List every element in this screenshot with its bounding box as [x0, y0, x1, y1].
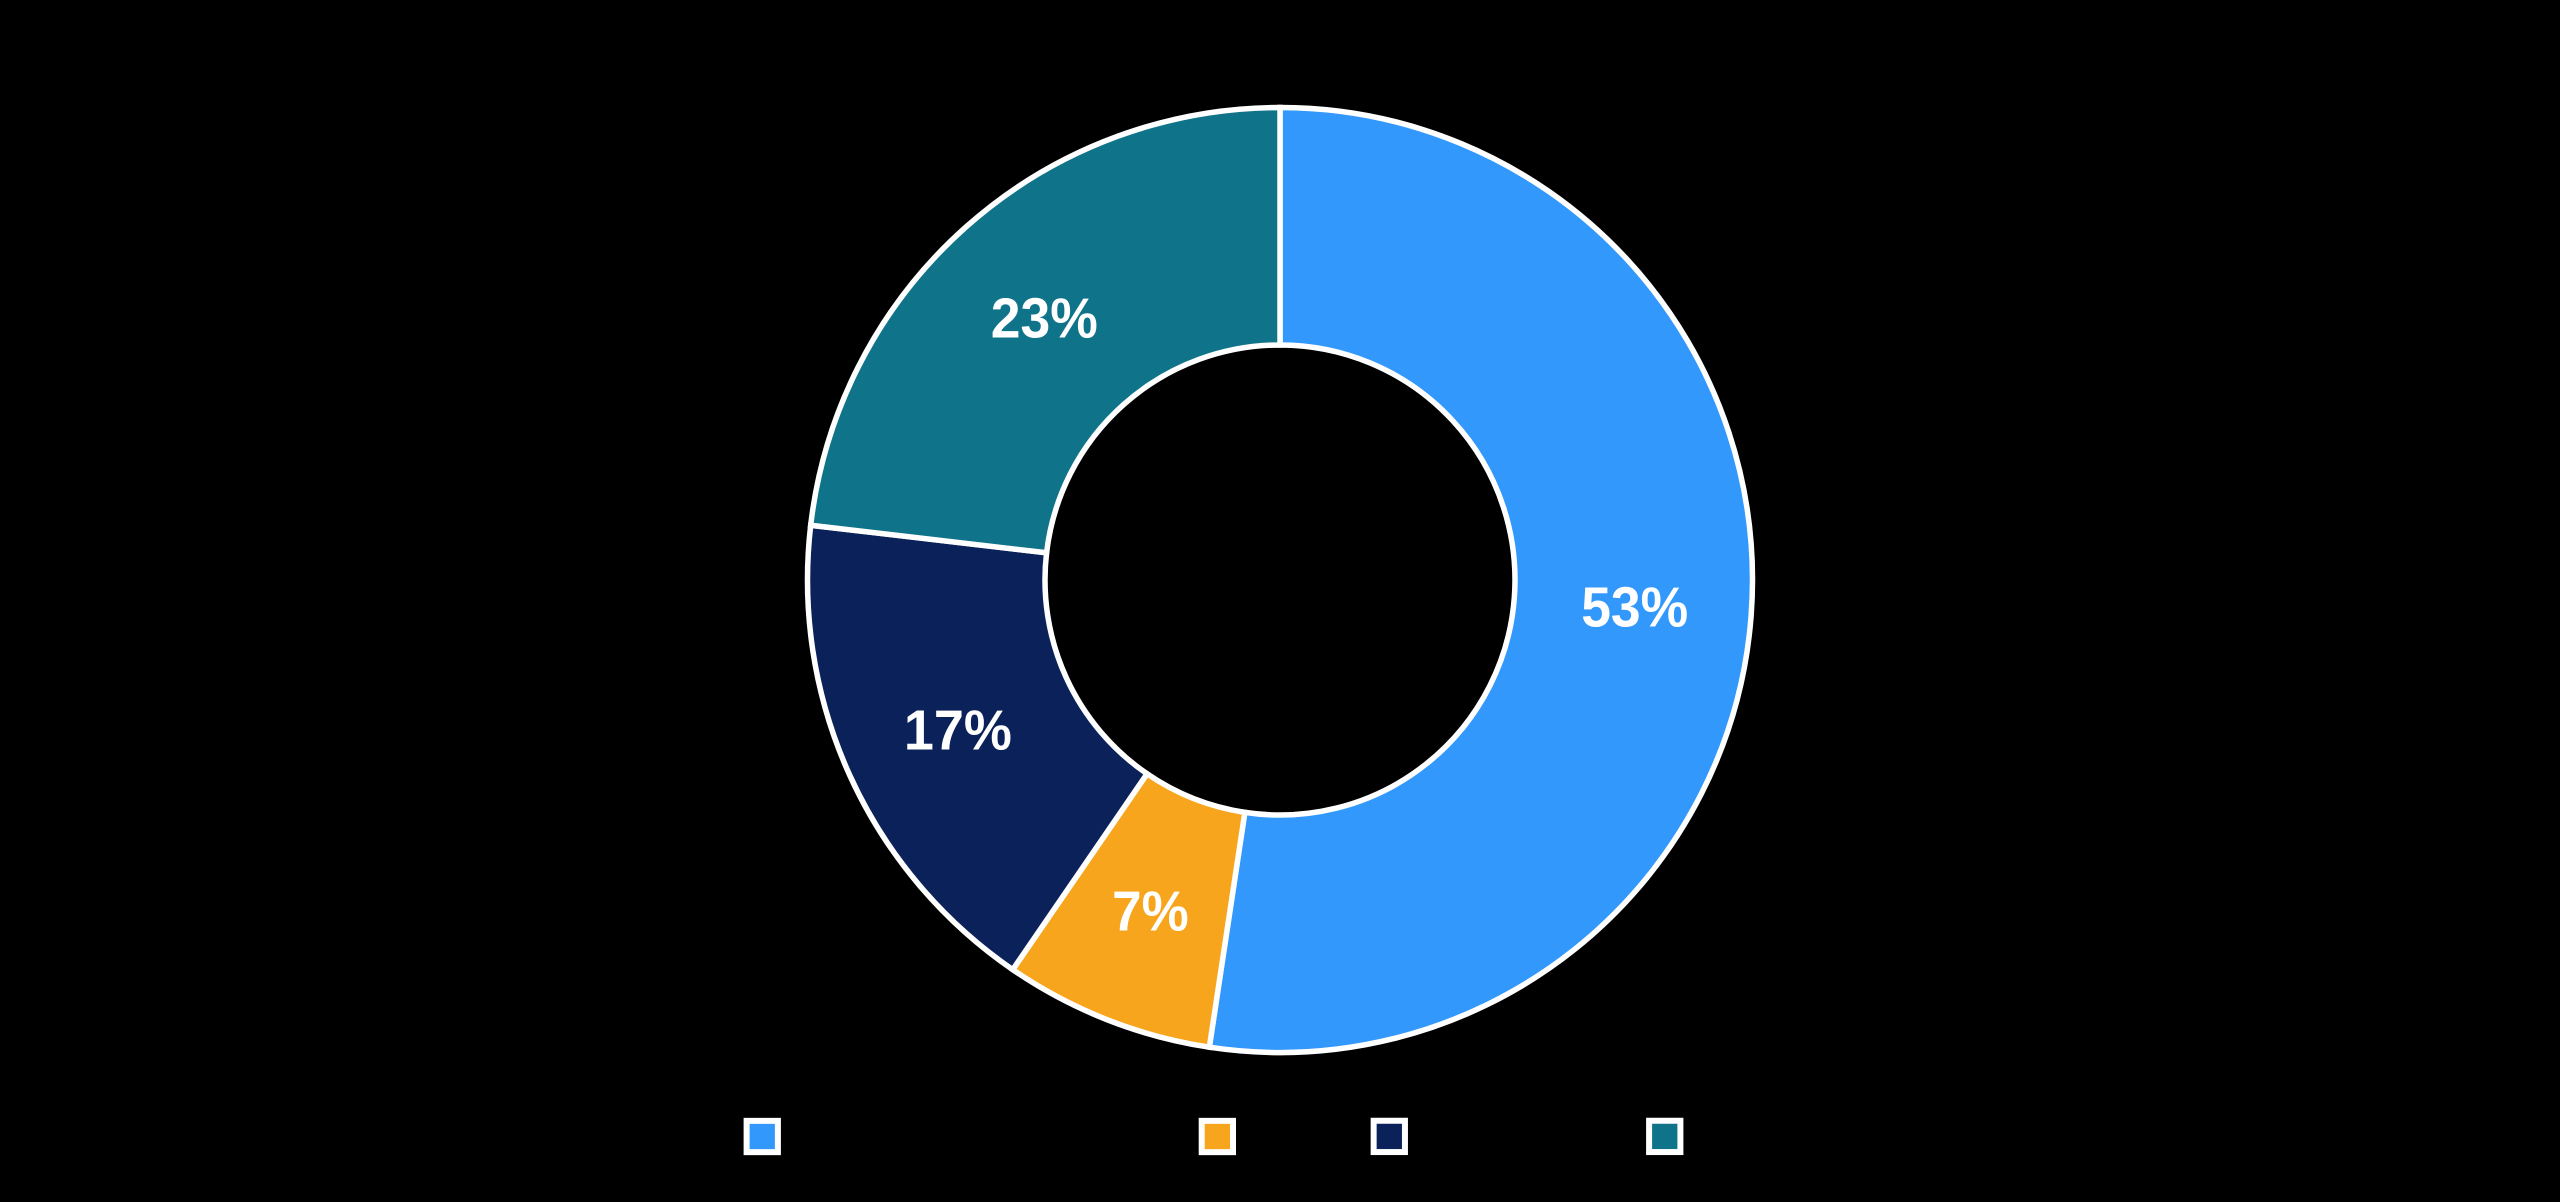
svg-text:17%: 17%	[904, 698, 1012, 762]
svg-text:23%: 23%	[991, 287, 1098, 351]
svg-text:53%: 53%	[1581, 576, 1688, 640]
svg-text:7%: 7%	[1112, 880, 1189, 944]
